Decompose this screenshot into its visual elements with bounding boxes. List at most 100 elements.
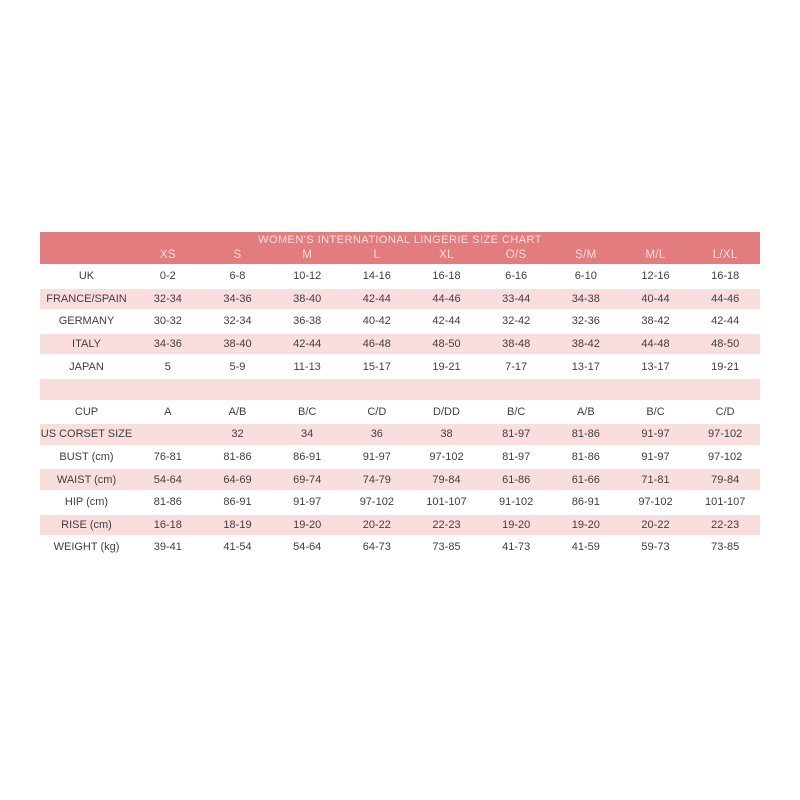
column-header: L/XL	[712, 249, 738, 261]
value-cell: 81-86	[223, 451, 252, 464]
value-cell: 91-97	[641, 428, 670, 441]
row-label: US CORSET SIZE	[40, 428, 133, 441]
value-cell: 12-16	[641, 270, 670, 283]
value-cell: 32-42	[502, 315, 531, 328]
value-cell: 38-48	[502, 338, 531, 351]
row-label: CUP	[74, 405, 99, 418]
value-cell: 97-102	[359, 496, 394, 509]
value-cell: 101-107	[426, 496, 467, 509]
value-cell: 59-73	[641, 541, 670, 554]
value-cell: 32-34	[153, 292, 182, 305]
table-row: GERMANY 30-32 32-34 36-38 40-42 42-44 32-42 32-…	[40, 311, 760, 332]
table-row: UK 0-2 6-8 10-12 14-16 16-18 6-16 6-10 12-16 16-1…	[40, 266, 760, 287]
table-row: JAPAN 5 5-9 11-13 15-17 19-21 7-17 13-17 13-17 19…	[40, 356, 760, 377]
value-cell: 7-17	[505, 360, 528, 373]
value-cell: 6-10	[574, 270, 597, 283]
value-cell: A/B	[228, 405, 247, 418]
value-cell: 6-8	[229, 270, 246, 283]
value-cell: 91-97	[641, 451, 670, 464]
value-cell: 81-97	[502, 451, 531, 464]
value-cell: 14-16	[362, 270, 391, 283]
column-header: L	[373, 249, 381, 261]
corner-cell	[40, 248, 133, 264]
value-cell: 91-102	[499, 496, 534, 509]
value-cell: 38	[440, 428, 453, 441]
table-row: US CORSET SIZE 32 34 36 38 81-97 81-86 91-97 97-…	[40, 424, 760, 445]
value-cell: 42-44	[711, 315, 740, 328]
value-cell: 22-23	[711, 518, 740, 531]
value-cell: 91-97	[362, 451, 391, 464]
value-cell: 71-81	[641, 473, 670, 486]
value-cell: 86-91	[293, 451, 322, 464]
value-cell: 64-73	[362, 541, 391, 554]
table-row: WEIGHT (kg) 39-41 41-54 54-64 64-73 73-85 41-7…	[40, 537, 760, 558]
value-cell: 91-97	[293, 496, 322, 509]
table-header: WOMEN'S INTERNATIONAL LINGERIE SIZE CHAR…	[40, 232, 760, 264]
value-cell: 38-42	[571, 338, 600, 351]
value-cell: 11-13	[293, 360, 321, 373]
value-cell: 48-50	[711, 338, 740, 351]
value-cell: 36-38	[293, 315, 322, 328]
row-label: UK	[78, 270, 95, 283]
value-cell: 42-44	[293, 338, 322, 351]
value-cell: 81-86	[571, 451, 600, 464]
table-title: WOMEN'S INTERNATIONAL LINGERIE SIZE CHAR…	[258, 234, 542, 246]
separator-row	[40, 378, 760, 400]
value-cell: B/C	[646, 405, 665, 418]
value-cell: 19-20	[502, 518, 531, 531]
row-label: RISE (cm)	[61, 518, 112, 531]
value-cell: 97-102	[429, 451, 464, 464]
value-cell: 44-46	[432, 292, 461, 305]
value-cell: 46-48	[362, 338, 391, 351]
value-cell: 101-107	[704, 496, 746, 509]
value-cell: 76-81	[153, 451, 182, 464]
value-cell: 19-21	[432, 360, 461, 373]
value-cell: A	[164, 405, 172, 418]
value-cell: 19-20	[293, 518, 322, 531]
value-cell: 0-2	[159, 270, 176, 283]
value-cell: 38-42	[641, 315, 670, 328]
value-cell: 15-17	[362, 360, 391, 373]
value-cell: 81-97	[502, 428, 531, 441]
value-cell: 79-84	[711, 473, 740, 486]
column-header: S	[233, 249, 242, 261]
value-cell: 69-74	[293, 473, 322, 486]
value-cell: 73-85	[432, 541, 461, 554]
column-header-row: XS S M L XL O/S S/M M/L L/XL	[40, 248, 760, 264]
value-cell: 54-64	[153, 473, 182, 486]
value-cell: 61-86	[502, 473, 531, 486]
table-row: FRANCE/SPAIN 32-34 34-36 38-40 42-44 44-46 33-…	[40, 288, 760, 310]
value-cell: 32-36	[571, 315, 600, 328]
row-label: ITALY	[72, 338, 101, 351]
value-cell: 16-18	[432, 270, 461, 283]
table-body: UK 0-2 6-8 10-12 14-16 16-18 6-16 6-10 12-16 16-1…	[40, 266, 760, 558]
value-cell: 16-18	[711, 270, 740, 283]
value-cell: B/C	[297, 405, 317, 418]
column-header: XL	[439, 249, 454, 261]
row-label: WEIGHT (kg)	[53, 541, 120, 554]
value-cell: 10-12	[293, 270, 322, 283]
value-cell: 20-22	[641, 518, 670, 531]
value-cell: 34-36	[223, 292, 252, 305]
value-cell: 64-69	[223, 473, 252, 486]
value-cell: 38-40	[223, 338, 252, 351]
value-cell: C/D	[715, 405, 735, 418]
value-cell: 13-17	[571, 360, 600, 373]
value-cell: 40-42	[362, 315, 391, 328]
value-cell: 16-18	[153, 518, 182, 531]
column-header: S/M	[575, 249, 597, 261]
value-cell: 97-102	[638, 496, 673, 509]
row-label: HIP (cm)	[64, 496, 109, 509]
table-row: ITALY 34-36 38-40 42-44 46-48 48-50 38-48 38-42…	[40, 333, 760, 355]
row-label: WAIST (cm)	[56, 473, 117, 486]
value-cell: 22-23	[432, 518, 461, 531]
value-cell: 13-17	[641, 360, 670, 373]
table-row: CUP A A/B B/C C/D D/DD B/C A/B B/C C/D	[40, 401, 760, 423]
value-cell: B/C	[506, 405, 526, 418]
value-cell: 44-46	[711, 292, 740, 305]
value-cell: 41-54	[223, 541, 252, 554]
value-cell: 42-44	[362, 292, 391, 305]
value-cell: 42-44	[432, 315, 461, 328]
value-cell: 19-20	[571, 518, 600, 531]
value-cell: 81-86	[153, 496, 182, 509]
